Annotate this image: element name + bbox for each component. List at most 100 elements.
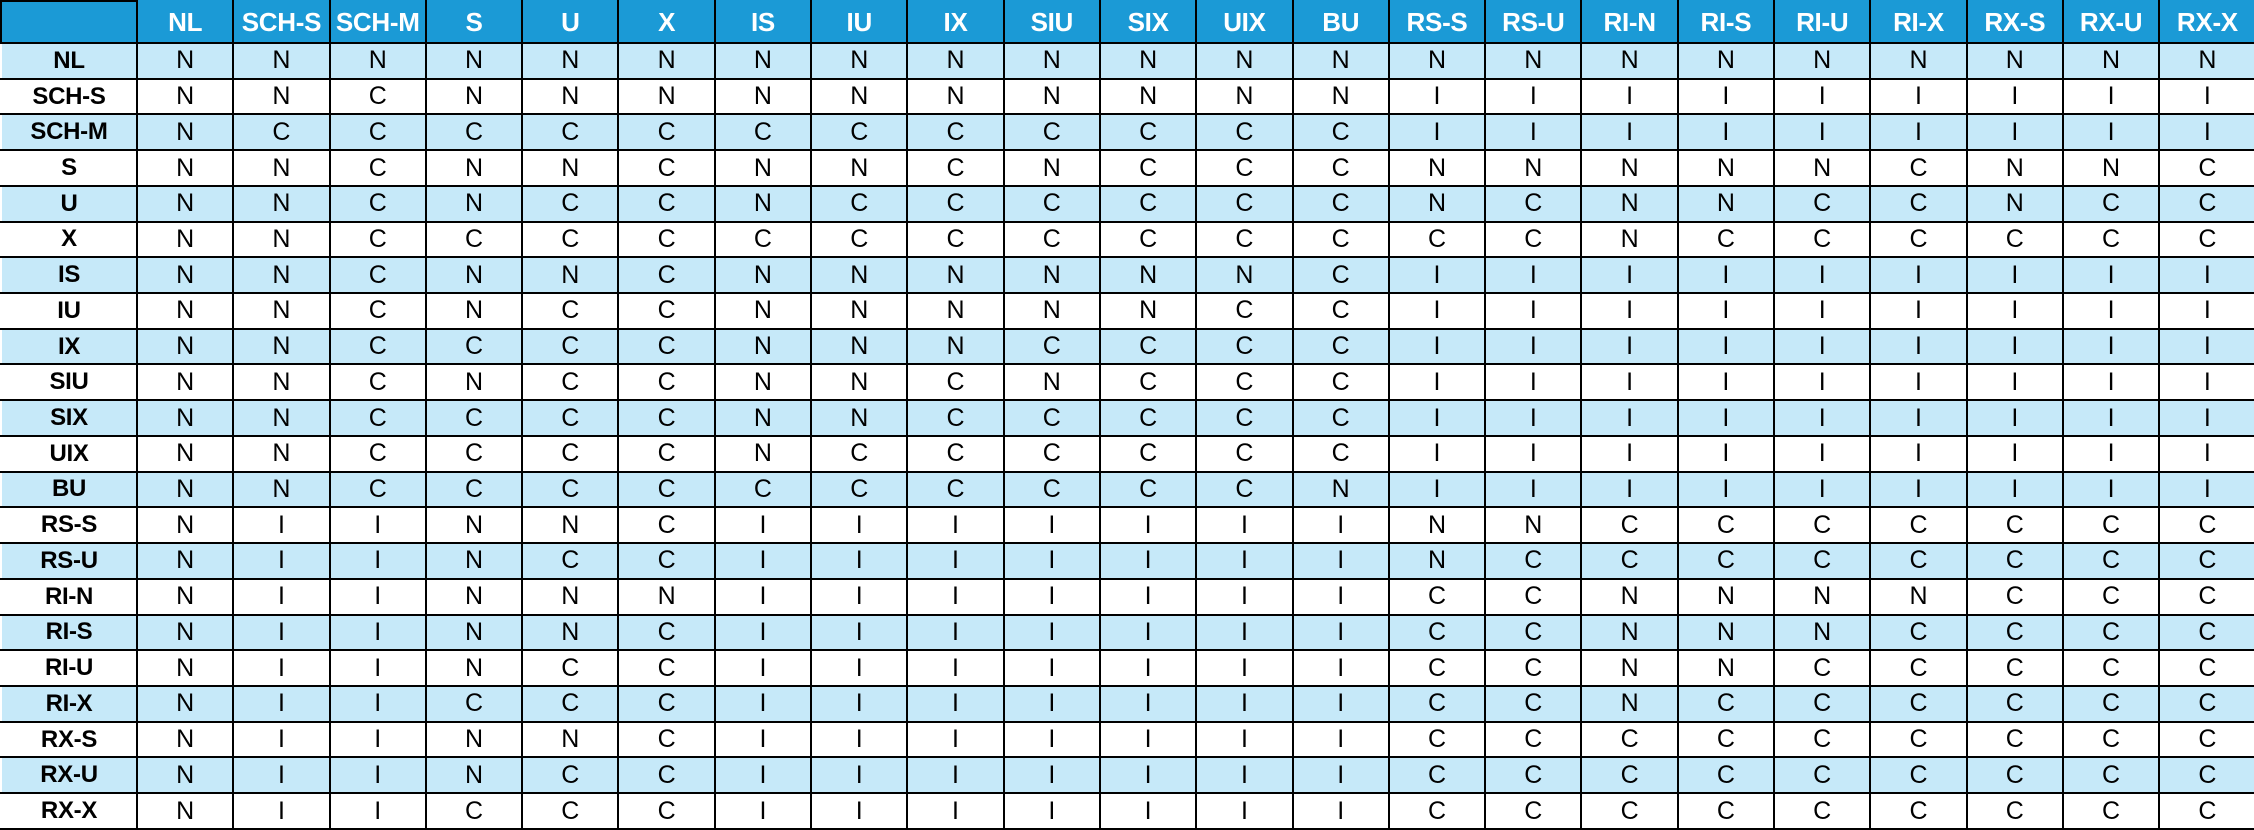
matrix-cell: I — [1387, 434, 1487, 473]
matrix-cell: C — [521, 542, 620, 580]
matrix-cell: C — [1869, 684, 1968, 723]
matrix-cell: C — [810, 184, 909, 223]
matrix-cell: C — [521, 363, 620, 402]
matrix-cell: I — [1484, 434, 1583, 473]
matrix-cell: I — [1098, 506, 1198, 545]
matrix-cell: C — [1580, 720, 1679, 759]
matrix-cell: I — [232, 792, 331, 830]
matrix-cell: N — [135, 327, 235, 366]
matrix-cell: N — [1002, 77, 1101, 116]
matrix-cell: C — [1869, 542, 1968, 580]
matrix-cell: N — [1002, 149, 1101, 187]
matrix-cell: I — [1291, 792, 1390, 830]
matrix-cell: C — [424, 792, 524, 830]
matrix-cell: C — [1484, 542, 1583, 580]
matrix-cell: I — [1580, 434, 1679, 473]
matrix-cell: I — [906, 756, 1005, 795]
matrix-cell: I — [1676, 292, 1776, 330]
matrix-cell: I — [1773, 470, 1872, 509]
matrix-cell: N — [810, 363, 909, 402]
matrix-cell: C — [1484, 649, 1583, 687]
matrix-cell: I — [1869, 470, 1968, 509]
matrix-cell: N — [1002, 256, 1101, 295]
matrix-cell: I — [1965, 292, 2064, 330]
matrix-cell: N — [424, 542, 524, 580]
matrix-cell: N — [1291, 77, 1390, 116]
matrix-cell: N — [135, 399, 235, 437]
row-header-rs-u: RS-U — [1, 542, 138, 580]
matrix-cell: C — [521, 327, 620, 366]
matrix-cell: N — [1484, 42, 1583, 80]
matrix-cell: C — [1484, 220, 1583, 259]
matrix-cell: C — [617, 542, 716, 580]
matrix-cell: C — [1387, 649, 1487, 687]
table-row: RI-X N I I C C C I I I I I I I C C N C C C C C C — [1, 684, 2254, 723]
matrix-cell: C — [906, 220, 1005, 259]
table-row: NL N N N N N N N N N N N N N N N N N N N N N N — [1, 42, 2254, 80]
matrix-cell: C — [1387, 684, 1487, 723]
matrix-cell: N — [424, 77, 524, 116]
matrix-cell: N — [1676, 149, 1776, 187]
matrix-cell: N — [1484, 149, 1583, 187]
matrix-cell: N — [135, 184, 235, 223]
matrix-cell: N — [810, 77, 909, 116]
matrix-cell: C — [617, 327, 716, 366]
matrix-cell: N — [1965, 149, 2064, 187]
matrix-cell: C — [1869, 184, 1968, 223]
matrix-cell: N — [135, 42, 235, 80]
matrix-cell: I — [906, 792, 1005, 830]
matrix-cell: C — [1098, 113, 1198, 152]
row-header-nl: NL — [1, 42, 138, 80]
matrix-cell: N — [713, 184, 813, 223]
matrix-cell: C — [906, 113, 1005, 152]
matrix-cell: N — [135, 577, 235, 616]
matrix-cell: C — [2061, 720, 2161, 759]
matrix-cell: C — [2061, 506, 2161, 545]
matrix-cell: C — [617, 149, 716, 187]
matrix-cell: N — [713, 399, 813, 437]
row-header-is: IS — [1, 256, 138, 295]
column-header-ri-s: RI-S — [1676, 0, 1776, 44]
matrix-cell: N — [1387, 542, 1487, 580]
matrix-cell: I — [713, 506, 813, 545]
matrix-cell: C — [2158, 149, 2254, 187]
matrix-cell: I — [810, 684, 909, 723]
matrix-cell: C — [1869, 720, 1968, 759]
column-header-nl: NL — [135, 0, 235, 44]
row-header-iu: IU — [1, 292, 138, 330]
matrix-cell: N — [135, 720, 235, 759]
matrix-cell: N — [1002, 292, 1101, 330]
matrix-cell: N — [713, 77, 813, 116]
matrix-cell: C — [521, 470, 620, 509]
matrix-cell: C — [1965, 720, 2064, 759]
column-header-ri-n: RI-N — [1580, 0, 1679, 44]
matrix-cell: C — [1965, 756, 2064, 795]
matrix-cell: C — [906, 149, 1005, 187]
matrix-cell: I — [810, 506, 909, 545]
matrix-cell: N — [424, 756, 524, 795]
matrix-cell: I — [1580, 327, 1679, 366]
matrix-cell: I — [1098, 684, 1198, 723]
matrix-cell: N — [1773, 42, 1872, 80]
matrix-cell: I — [810, 577, 909, 616]
matrix-cell: C — [328, 113, 427, 152]
matrix-cell: I — [2158, 113, 2254, 152]
matrix-cell: C — [1195, 220, 1294, 259]
matrix-cell: I — [1387, 113, 1487, 152]
matrix-cell: C — [521, 113, 620, 152]
matrix-cell: I — [1291, 506, 1390, 545]
column-header-uix: UIX — [1195, 0, 1294, 44]
matrix-cell: I — [2061, 113, 2161, 152]
matrix-cell: I — [1676, 77, 1776, 116]
matrix-cell: N — [424, 292, 524, 330]
matrix-cell: I — [1580, 113, 1679, 152]
matrix-cell: I — [1387, 363, 1487, 402]
matrix-cell: I — [1098, 613, 1198, 652]
matrix-cell: N — [521, 506, 620, 545]
table-row: BU N N C C C C C C C C C C N I I I I I I I I I — [1, 470, 2254, 509]
matrix-cell: N — [232, 434, 331, 473]
column-header-sch-m: SCH-M — [328, 0, 427, 44]
row-header-uix: UIX — [1, 434, 138, 473]
matrix-cell: N — [521, 613, 620, 652]
matrix-cell: C — [1002, 434, 1101, 473]
